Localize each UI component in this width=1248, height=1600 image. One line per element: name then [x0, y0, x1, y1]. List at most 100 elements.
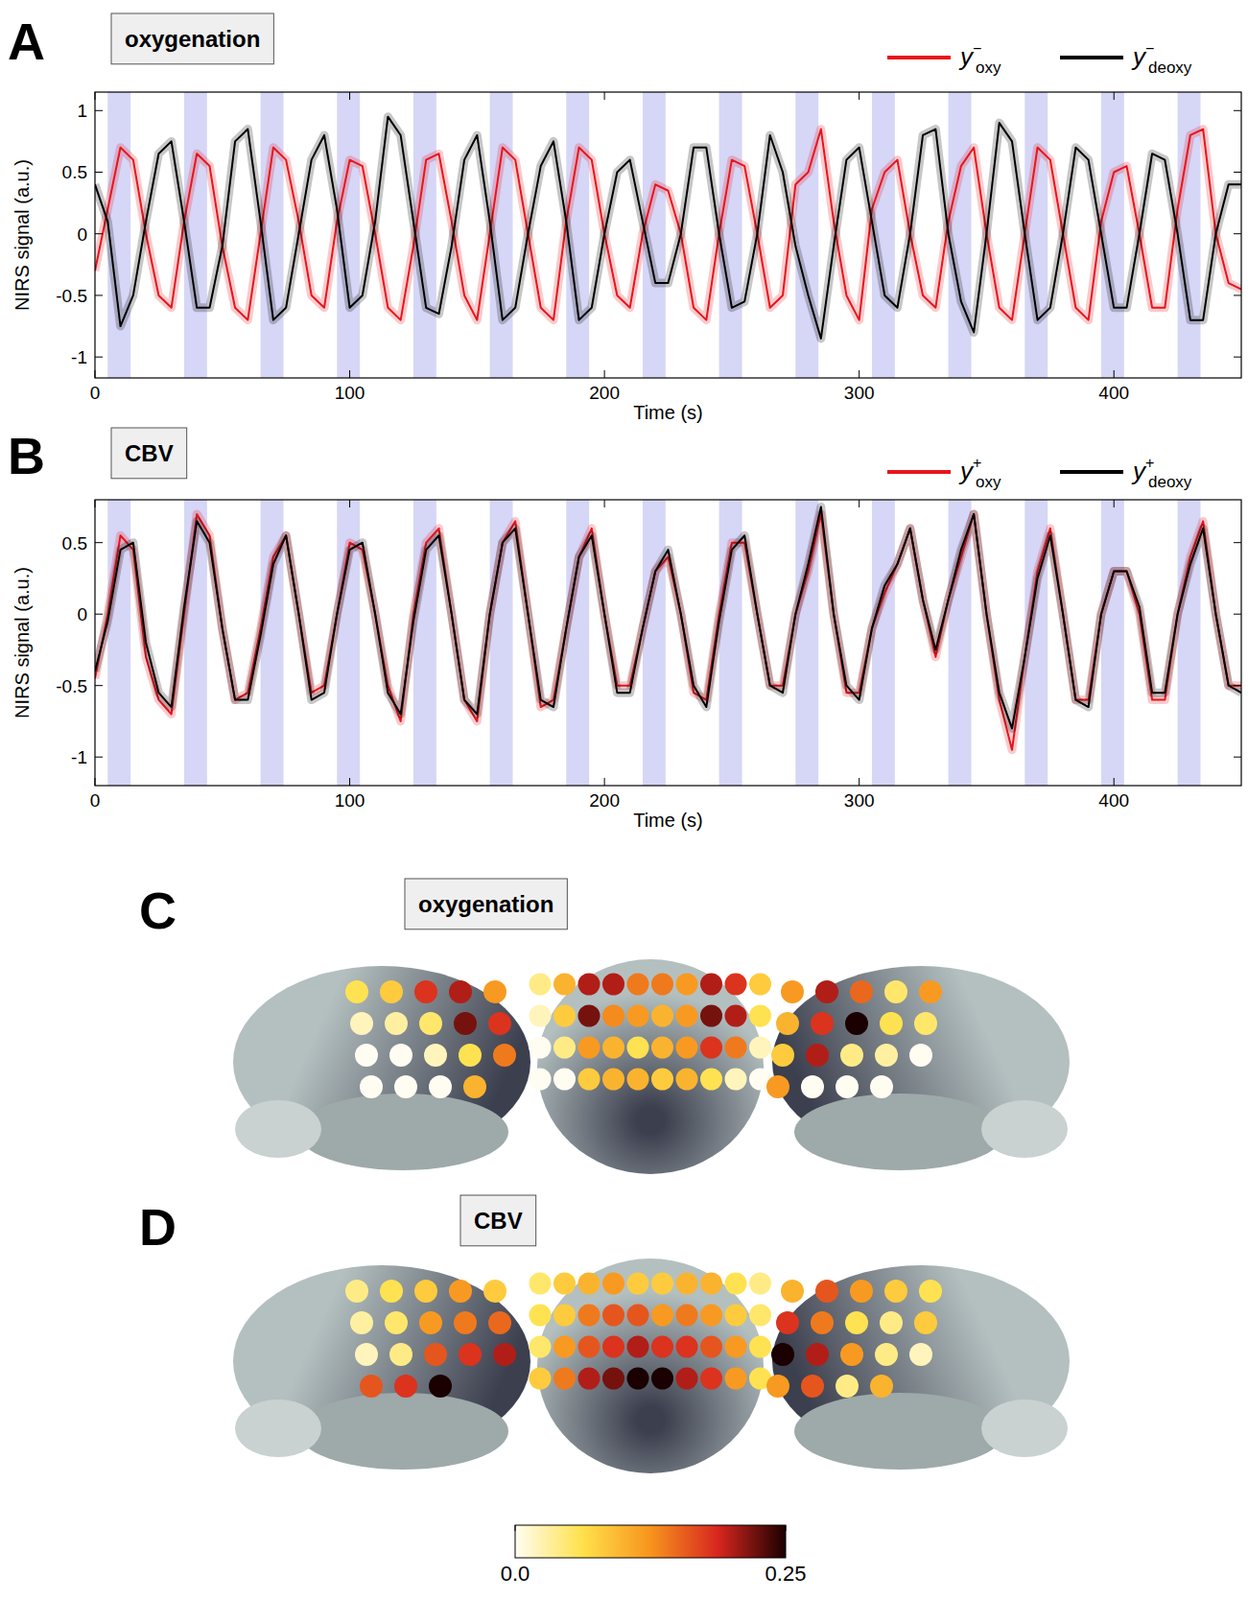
- channel-dot: [578, 1367, 601, 1390]
- x-tick: [858, 370, 860, 378]
- plot-bg: [94, 92, 1242, 378]
- channel-dot: [700, 1272, 723, 1296]
- y-tick-label: -1: [70, 747, 88, 768]
- channel-dot: [651, 1367, 674, 1390]
- colorbar-rect: [515, 1525, 786, 1558]
- plot-area: [94, 499, 1242, 786]
- channel-dot: [602, 973, 625, 996]
- legend-label: y−deoxy: [1130, 40, 1193, 77]
- legend-swatch: [1059, 470, 1124, 474]
- channel-dot: [627, 973, 650, 996]
- x-tick-label: 300: [844, 382, 875, 403]
- channel-dot: [345, 980, 369, 1004]
- channel-dot: [840, 1342, 864, 1366]
- channel-dot: [354, 1342, 378, 1366]
- x-tick: [94, 370, 96, 378]
- series-line: [94, 506, 1242, 729]
- channel-dot: [453, 1012, 477, 1036]
- legend-sub: deoxy: [1148, 472, 1193, 492]
- x-tick: [94, 92, 96, 100]
- channel-dot: [725, 1304, 748, 1327]
- channel-dot: [602, 1036, 625, 1060]
- channel-dot: [884, 1279, 908, 1303]
- channel-dot: [453, 1311, 477, 1335]
- y-tick: [1233, 294, 1242, 296]
- channel-dot: [602, 1304, 625, 1327]
- brain-front: [537, 959, 764, 1175]
- x-tick: [94, 499, 96, 508]
- legend-label: y−oxy: [958, 40, 1002, 77]
- y-tick-label: 0.5: [62, 533, 88, 554]
- channel-dot: [529, 1068, 552, 1091]
- channel-dot: [379, 980, 403, 1004]
- line-chart: -1-0.500.510100200300400Time (s)NIRS sig…: [11, 40, 1242, 424]
- panel-letter: D: [139, 1198, 177, 1256]
- brain-front: [537, 1258, 764, 1474]
- plot-frame: [94, 92, 1242, 378]
- channel-dot: [553, 1367, 576, 1390]
- y-tick: [94, 541, 103, 543]
- channel-dot: [350, 1012, 374, 1036]
- channel-dot: [578, 1068, 601, 1091]
- stim-block: [1101, 499, 1125, 786]
- channel-dot: [627, 1367, 650, 1390]
- channel-dot: [448, 1279, 472, 1303]
- panel-title: CBV: [473, 1207, 523, 1234]
- y-tick: [94, 110, 103, 112]
- x-tick-label: 200: [588, 790, 620, 811]
- channel-dot: [578, 1005, 601, 1028]
- channel-dot: [725, 1005, 748, 1028]
- channel-dot: [810, 1012, 834, 1036]
- channel-dot: [771, 1342, 795, 1366]
- x-tick: [94, 777, 96, 786]
- x-tick-label: 200: [588, 382, 620, 403]
- y-tick: [1233, 171, 1242, 173]
- channel-dot: [651, 1272, 674, 1296]
- channel-dot: [840, 1043, 864, 1067]
- channel-dot: [918, 1279, 942, 1303]
- channel-dot: [529, 1036, 552, 1060]
- channel-dot: [529, 973, 552, 996]
- channel-dot: [879, 1311, 903, 1335]
- channel-dot: [676, 1272, 699, 1296]
- channel-dot: [529, 1304, 552, 1327]
- channel-dot: [578, 1304, 601, 1327]
- colorbar-tick: [515, 1525, 517, 1531]
- channel-dot: [651, 1068, 674, 1091]
- channel-dot: [676, 1068, 699, 1091]
- panel-letter: C: [139, 881, 177, 940]
- legend-swatch: [887, 55, 951, 60]
- colorbar: 0.00.25: [500, 1525, 807, 1586]
- channel-dot: [419, 1311, 443, 1335]
- x-tick-label: 0: [90, 382, 101, 403]
- channel-dot: [845, 1311, 869, 1335]
- legend-sub: oxy: [975, 58, 1002, 77]
- channel-dot: [384, 1012, 408, 1036]
- channel-dot: [463, 1075, 487, 1099]
- x-tick: [604, 370, 606, 378]
- channel-dot: [805, 1342, 829, 1366]
- channel-dot: [725, 1272, 748, 1296]
- y-tick: [94, 294, 103, 296]
- legend-sub: deoxy: [1148, 58, 1193, 77]
- channel-dot: [354, 1043, 378, 1067]
- channel-dot: [483, 1279, 507, 1303]
- channel-dot: [483, 980, 507, 1004]
- stim-block: [871, 499, 895, 786]
- brain-right-temporal: [794, 1093, 1006, 1171]
- brain-left-cerebellum: [235, 1100, 322, 1158]
- channel-dot: [448, 980, 472, 1004]
- legend-label: y+oxy: [958, 454, 1002, 492]
- y-tick: [1233, 541, 1242, 543]
- channel-dot: [700, 1005, 723, 1028]
- title-box-frame: [460, 1195, 537, 1247]
- legend-sup: +: [1145, 454, 1154, 471]
- y-tick-label: -0.5: [55, 676, 88, 697]
- x-tick: [1113, 777, 1115, 786]
- channel-dot: [676, 1367, 699, 1390]
- line-chart: -1-0.500.50100200300400Time (s)NIRS sign…: [11, 454, 1242, 831]
- channel-dot: [914, 1012, 938, 1036]
- channel-dot: [428, 1374, 452, 1398]
- series-line: [94, 117, 1242, 339]
- channel-dot: [578, 1272, 601, 1296]
